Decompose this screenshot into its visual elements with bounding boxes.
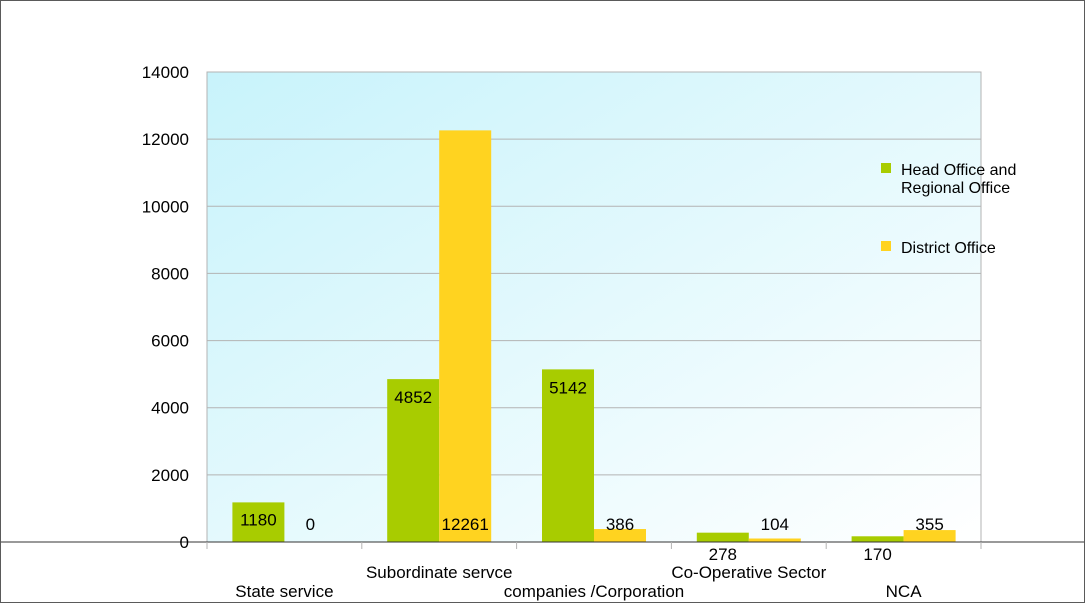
y-tick-label: 10000: [142, 197, 189, 216]
x-category-label: State service: [235, 582, 333, 601]
legend-label: Head Office and: [901, 162, 1016, 179]
data-labels: 1180 4852 5142 278 170 0 12261 386 104 355: [240, 378, 944, 564]
bar: [748, 538, 801, 542]
x-category-label: companies /Corporation: [504, 582, 684, 601]
bar: [594, 529, 646, 542]
bar: [542, 369, 594, 542]
data-label: 278: [709, 545, 737, 564]
bar: [903, 530, 956, 542]
data-label: 1180: [240, 510, 277, 529]
data-label: 355: [915, 515, 943, 534]
gridlines: [207, 71, 981, 476]
data-label: 5142: [549, 378, 587, 397]
x-category-label: Subordinate servce: [366, 563, 512, 582]
x-category-label: Co-Operative Sector: [671, 563, 826, 582]
y-tick-label: 2000: [151, 466, 189, 485]
x-category-labels: State service Subordinate servcecompanies…: [235, 563, 922, 601]
y-tick-label: 4000: [151, 399, 189, 418]
data-label: 4852: [394, 388, 432, 407]
axes: [1, 72, 1084, 549]
y-tick-label: 6000: [151, 332, 189, 351]
bar: [387, 379, 440, 542]
legend-label: District Office: [901, 240, 996, 257]
data-label: 386: [606, 515, 634, 534]
legend-label: Regional Office: [901, 180, 1010, 197]
bar: [696, 532, 749, 542]
data-label: 12261: [442, 515, 489, 534]
data-label: 170: [863, 545, 891, 564]
y-tick-label: 12000: [142, 130, 189, 149]
bar: [851, 536, 904, 542]
data-label: 0: [306, 515, 315, 534]
bars-group: [232, 130, 956, 542]
y-tick-label: 14000: [142, 63, 189, 82]
data-label: 104: [761, 515, 789, 534]
bar: [232, 502, 285, 542]
y-tick-label: 8000: [151, 264, 189, 283]
y-tick-label: 0: [180, 533, 189, 552]
x-category-label: NCA: [886, 582, 923, 601]
legend-swatch: [881, 241, 891, 251]
legend-swatch: [881, 163, 891, 173]
y-tick-labels: 0 2000 4000 6000 8000 10000 12000 14000: [142, 63, 189, 552]
bar: [439, 130, 492, 542]
